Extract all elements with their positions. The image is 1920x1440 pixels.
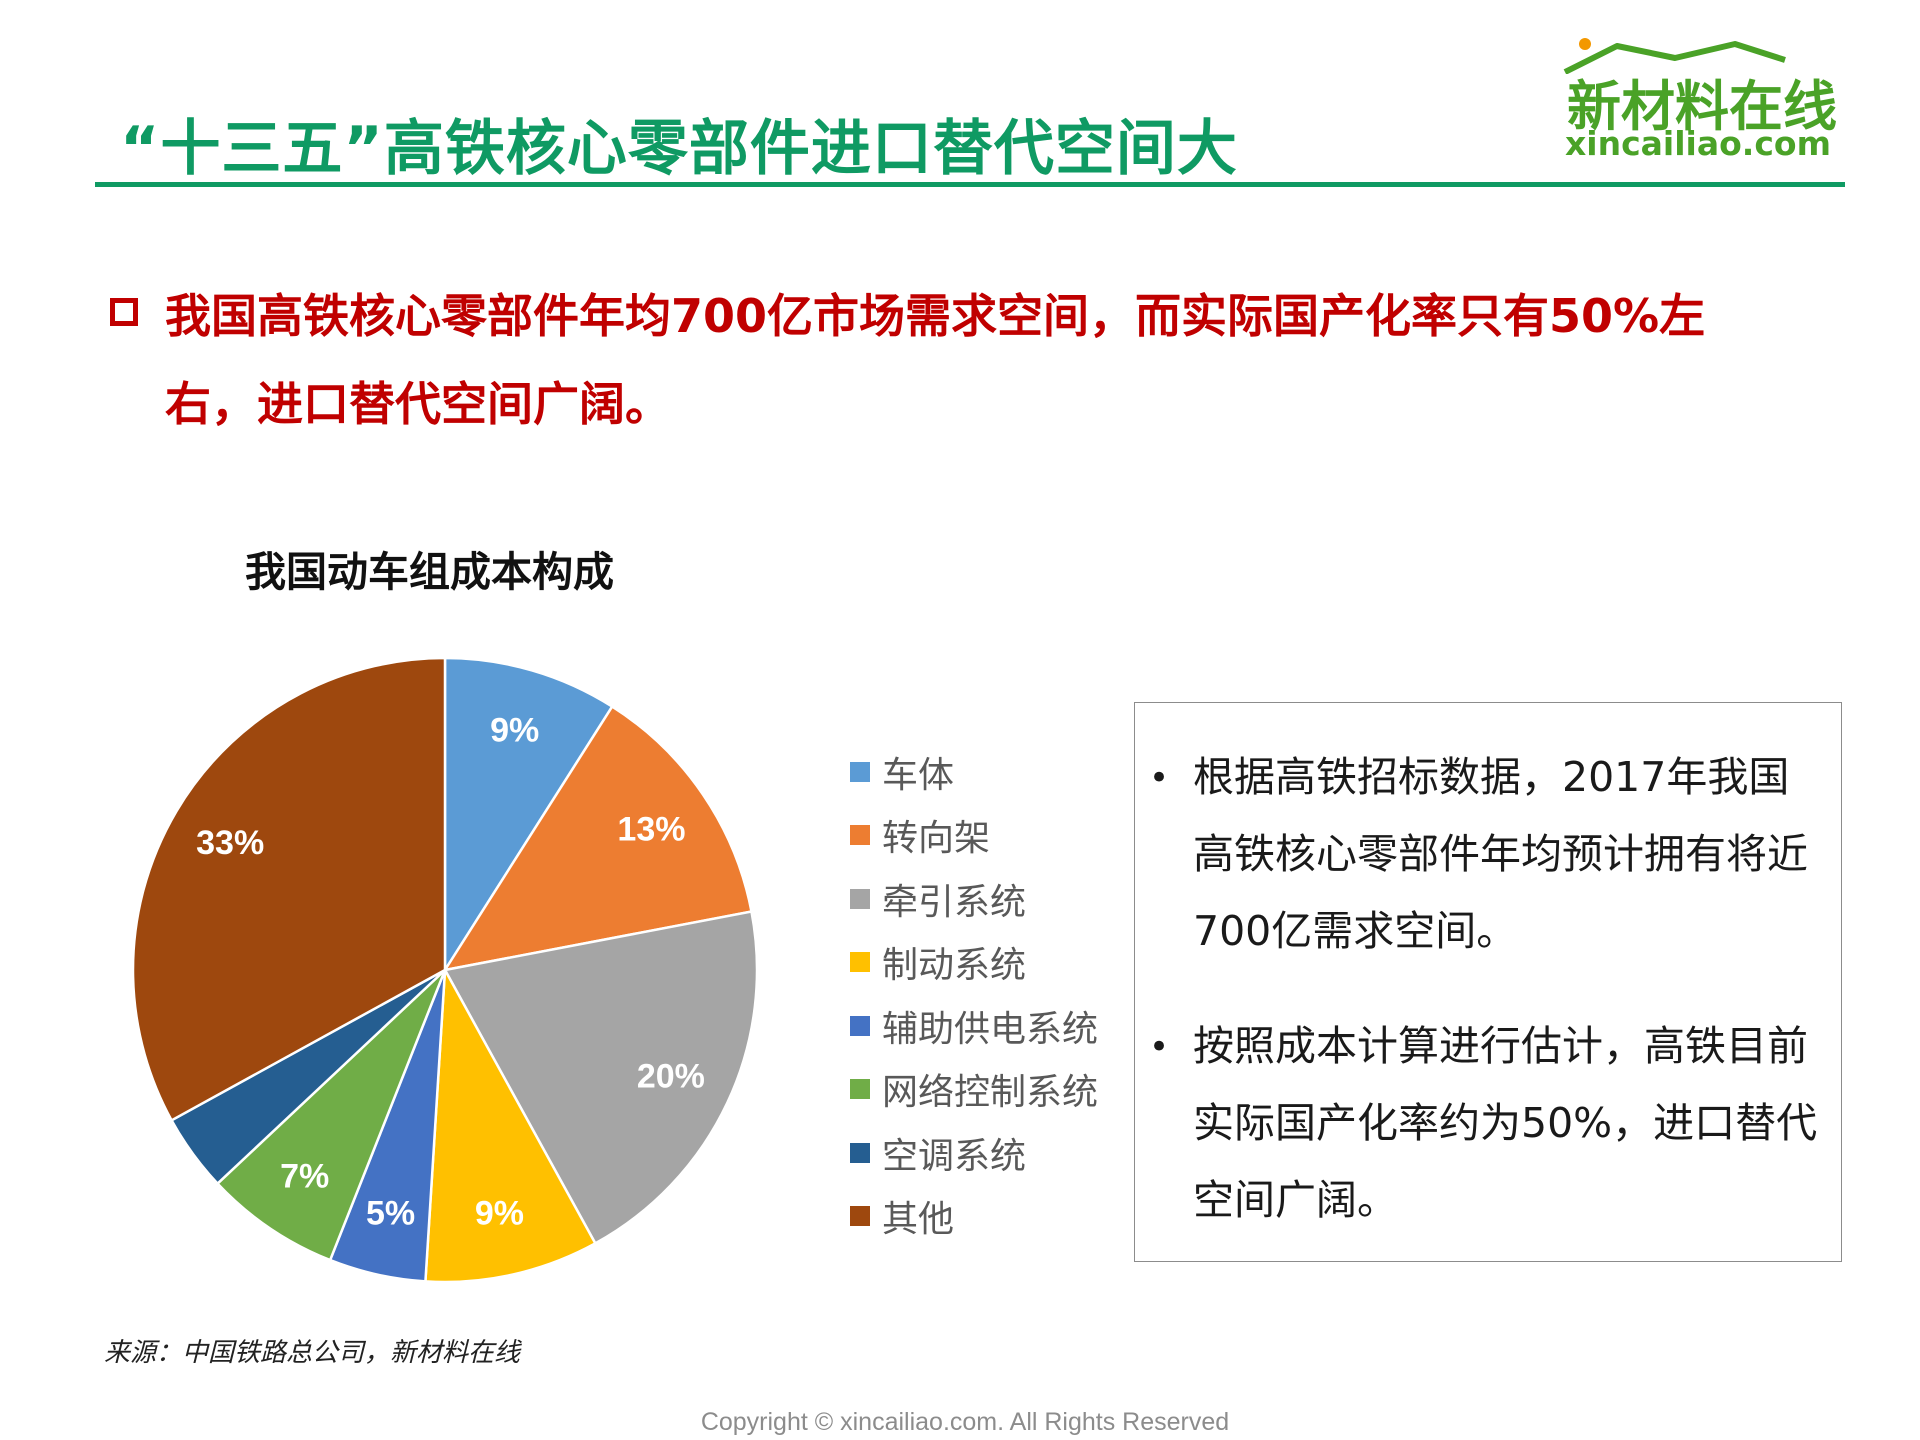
legend-label: 空调系统 bbox=[882, 1135, 1027, 1177]
legend-item: 其他 bbox=[850, 1185, 1098, 1249]
pie-data-label: 9% bbox=[490, 711, 539, 749]
pie-data-label: 9% bbox=[475, 1195, 524, 1233]
pie-chart: 9% 13% 20% 9% 5% 7% 33% bbox=[131, 656, 759, 1284]
pie-slice-2 bbox=[443, 910, 759, 1246]
legend-swatch bbox=[850, 761, 870, 782]
legend-swatch bbox=[850, 888, 870, 909]
pie-data-label: 33% bbox=[196, 824, 264, 862]
legend-label: 制动系统 bbox=[882, 945, 1027, 987]
pie-slice-1 bbox=[442, 704, 753, 972]
logo-chinese-text: 新材料在线 bbox=[1567, 75, 1837, 138]
pie-slice-7 bbox=[131, 656, 447, 1123]
note-item: 根据高铁招标数据，2017年我国高铁核心零部件年均预计拥有将近700亿需求空间。 bbox=[1193, 753, 1808, 955]
legend-item: 牵引系统 bbox=[850, 867, 1098, 931]
chart-legend: 车体转向架牵引系统制动系统辅助供电系统 网络控制系统 空调系统其他 bbox=[850, 740, 1098, 1248]
legend-swatch bbox=[850, 1079, 870, 1100]
pie-slice-0 bbox=[443, 656, 614, 975]
legend-item: 辅助供电系统 bbox=[850, 994, 1098, 1058]
legend-label: 车体 bbox=[882, 754, 955, 796]
legend-label: 其他 bbox=[882, 1199, 955, 1241]
legend-label: 转向架 bbox=[882, 818, 991, 860]
pie-data-label: 20% bbox=[637, 1057, 705, 1095]
page-title: “十三五”高铁核心零部件进口替代空间大 bbox=[120, 114, 1238, 184]
legend-label: 牵引系统 bbox=[882, 881, 1027, 923]
pie-slice-3 bbox=[424, 965, 598, 1284]
copyright-footer: Copyright © xincailiao.com. All Rights R… bbox=[700, 1408, 1230, 1436]
logo-domain-text: xincailiao.com bbox=[1565, 124, 1831, 163]
legend-swatch bbox=[850, 825, 870, 846]
note-item: 按照成本计算进行估计，高铁目前实际国产化率约为50%，进口替代空间广阔。 bbox=[1193, 1022, 1818, 1224]
legend-swatch bbox=[850, 1142, 870, 1163]
brand-logo[interactable]: 新材料在线 xincailiao.com bbox=[1555, 38, 1845, 163]
legend-item: 车体 bbox=[850, 740, 1098, 804]
title-divider bbox=[95, 182, 1845, 187]
bullet-dot-icon: • bbox=[1149, 1027, 1170, 1067]
legend-swatch bbox=[850, 952, 870, 973]
pie-slice-5 bbox=[215, 969, 447, 1262]
legend-item: 制动系统 bbox=[850, 931, 1098, 995]
notes-panel: • 根据高铁招标数据，2017年我国高铁核心零部件年均预计拥有将近700亿需求空… bbox=[1134, 702, 1842, 1262]
square-bullet-icon bbox=[110, 298, 138, 326]
headline-text: 我国高铁核心零部件年均700亿市场需求空间，而实际国产化率只有50%左右，进口替… bbox=[165, 289, 1706, 431]
roof-icon bbox=[1563, 38, 1786, 74]
pie-data-label: 5% bbox=[366, 1195, 415, 1233]
legend-label: 辅助供电系统 bbox=[882, 1008, 1099, 1050]
legend-item: 空调系统 bbox=[850, 1121, 1098, 1185]
legend-item: 网络控制系统 bbox=[850, 1058, 1098, 1122]
legend-item: 转向架 bbox=[850, 804, 1098, 868]
legend-swatch bbox=[850, 1015, 870, 1036]
pie-data-label: 7% bbox=[280, 1157, 329, 1195]
legend-label: 网络控制系统 bbox=[882, 1072, 1099, 1114]
pie-data-label: 13% bbox=[617, 811, 685, 849]
bullet-dot-icon: • bbox=[1149, 758, 1170, 798]
chart-title: 我国动车组成本构成 bbox=[245, 548, 614, 596]
source-note: 来源：中国铁路总公司，新材料在线 bbox=[104, 1338, 521, 1368]
legend-swatch bbox=[850, 1206, 870, 1227]
